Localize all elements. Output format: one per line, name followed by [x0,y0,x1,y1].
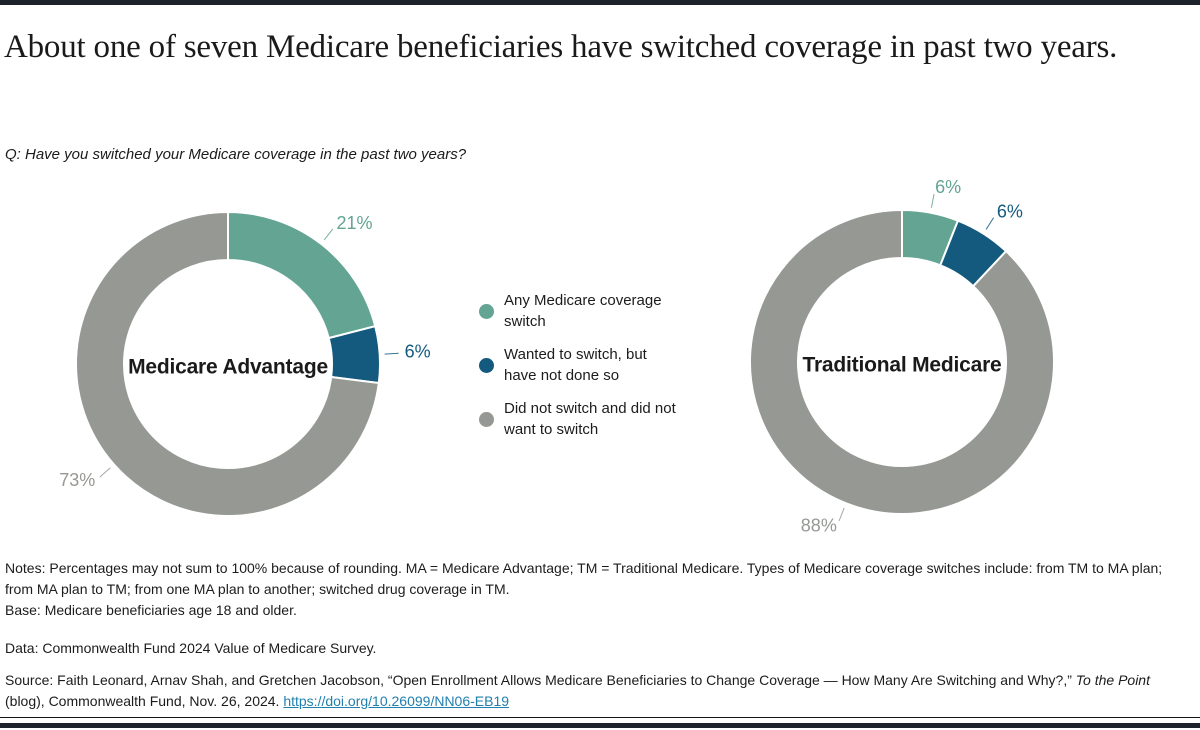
segment-percentage-label: 88% [801,515,837,535]
source-text-suffix: (blog), Commonwealth Fund, Nov. 26, 2024… [5,693,284,709]
label-leader-line [323,228,334,241]
source-publication-name: To the Point [1075,672,1150,688]
label-leader-line [930,193,935,208]
label-leader-line [384,352,399,355]
legend-label: Did not switch and did not want to switc… [504,400,676,438]
top-accent-bar [0,0,1200,5]
legend-item: Did not switch and did not want to switc… [479,398,684,440]
page-title: About one of seven Medicare beneficiarie… [4,29,1118,65]
segment-percentage-label: 73% [59,470,95,490]
legend-swatch-teal-icon [479,303,494,319]
segment-percentage-label: 6% [997,201,1023,221]
survey-question: Q: Have you switched your Medicare cover… [5,146,467,163]
label-leader-line [985,217,995,230]
donut-segment [75,210,380,517]
notes-text: Notes: Percentages may not sum to 100% b… [5,560,1163,597]
legend-swatch-blue-icon [479,357,494,373]
donut-center-label: Traditional Medicare [802,354,1001,377]
donut-chart-traditional-medicare: 6% 6% 88% Traditional Medicare [749,177,1055,535]
legend-item: Wanted to switch, but have not done so [479,344,684,386]
legend-swatch-gray-icon [479,411,494,427]
notes-block: Notes: Percentages may not sum to 100% b… [5,558,1177,621]
segment-percentage-label: 6% [405,342,431,362]
base-text: Base: Medicare beneficiaries age 18 and … [5,602,297,618]
source-block: Source: Faith Leonard, Arnav Shah, and G… [5,670,1183,712]
data-source-text: Data: Commonwealth Fund 2024 Value of Me… [5,640,377,656]
legend: Any Medicare coverage switch Wanted to s… [479,290,684,440]
label-leader-line [99,467,111,478]
source-text: Source: Faith Leonard, Arnav Shah, and G… [5,672,1076,688]
donut-chart-medicare-advantage: 21% 6% 73% Medicare Advantage [59,210,431,517]
legend-label: Wanted to switch, but have not done so [504,346,647,384]
donut-segment [749,208,1055,515]
legend-label: Any Medicare coverage switch [504,292,662,330]
segment-percentage-label: 21% [336,213,372,233]
donut-center-label: Medicare Advantage [128,356,328,379]
segment-percentage-label: 6% [935,177,961,197]
bottom-accent-bar [0,723,1200,728]
legend-item: Any Medicare coverage switch [479,290,684,332]
label-leader-line [838,507,845,522]
bottom-rule [0,717,1200,718]
doi-link[interactable]: https://doi.org/10.26099/NN06-EB19 [283,693,510,709]
